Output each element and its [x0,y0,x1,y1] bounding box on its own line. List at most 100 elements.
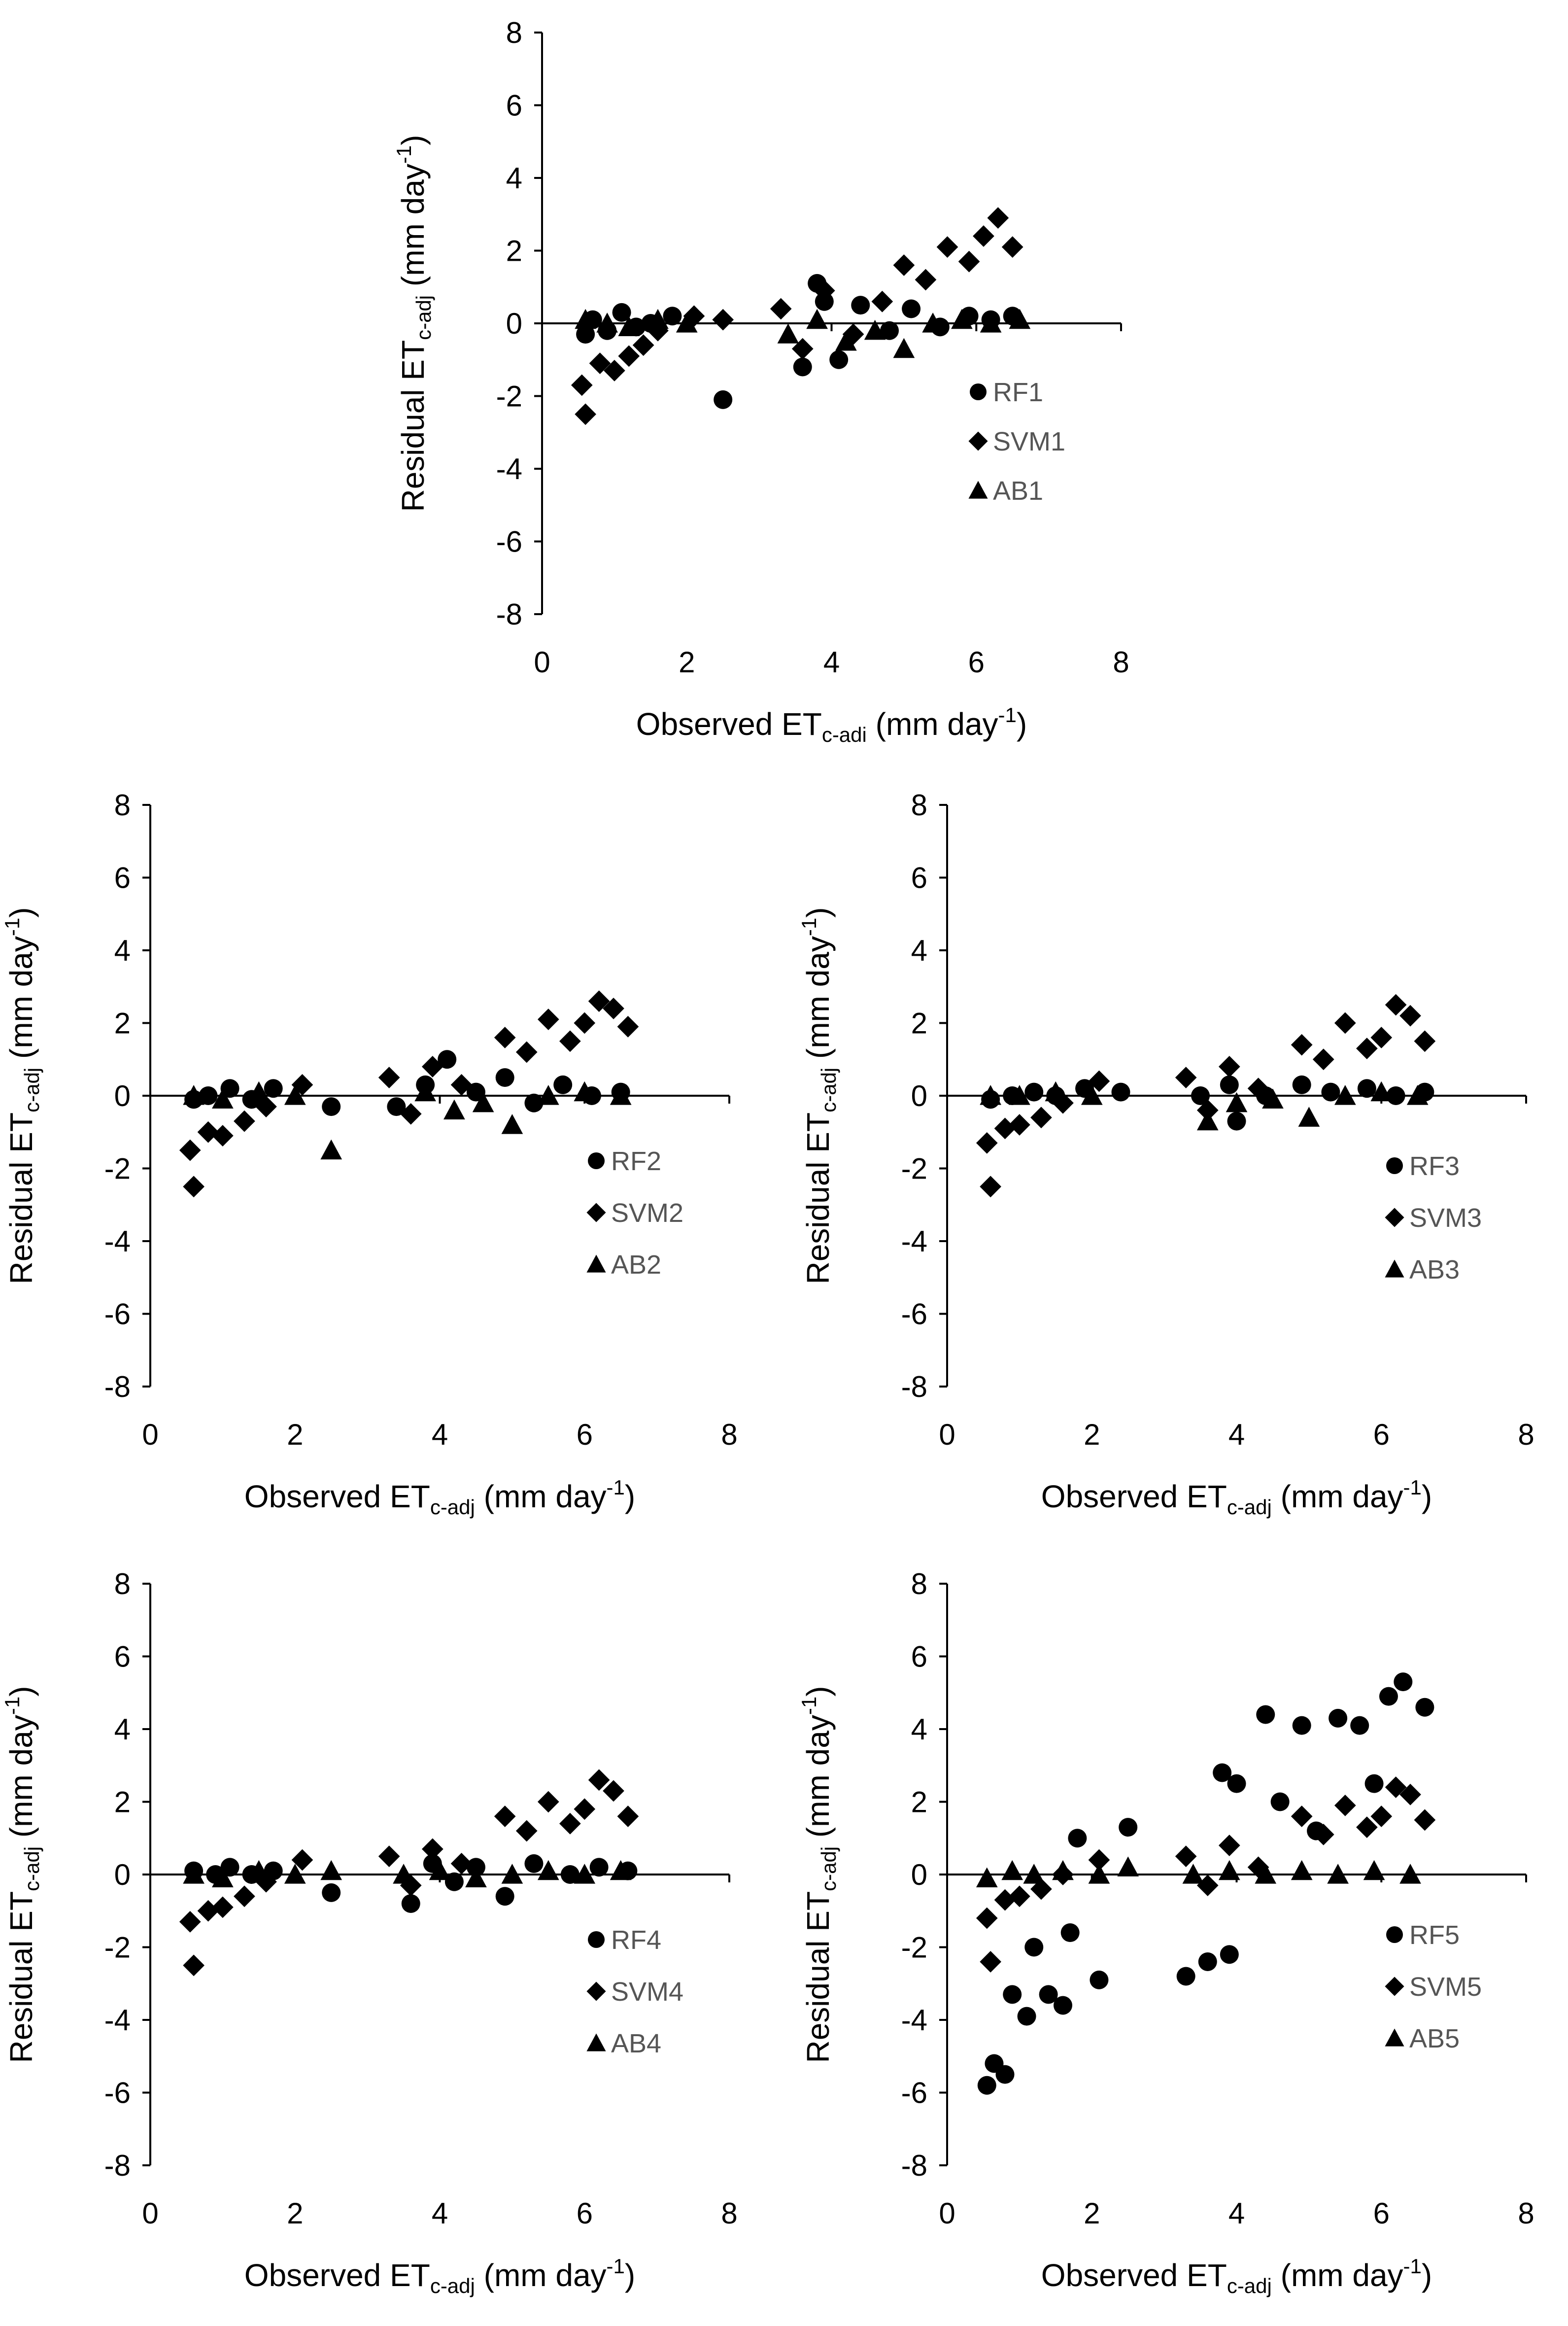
data-point-SVM1 [936,236,958,258]
y-tick-label: 8 [911,1567,927,1600]
data-point-AB2 [501,1114,523,1134]
data-point-RF3 [1227,1111,1246,1131]
data-point-SVM2 [494,1027,516,1048]
legend-marker-SVM3 [1385,1208,1404,1227]
data-point-AB1 [575,309,596,329]
data-point-SVM5 [994,1889,1016,1911]
x-tick-label: 4 [1228,1418,1245,1451]
y-tick-label: 6 [911,1640,927,1673]
data-point-SVM4 [537,1791,559,1813]
x-axis-title-superscript: -1 [607,2255,625,2278]
data-point-SVM4 [179,1911,201,1933]
data-point-SVM2 [234,1110,255,1132]
data-point-SVM3 [1247,1077,1269,1100]
y-axis-title: Residual ETc-adj (mm day-1) [0,907,43,1285]
y-tick-label: 8 [114,1567,131,1600]
data-point-AB2 [248,1081,270,1102]
data-point-SVM3 [1312,1048,1334,1071]
y-tick-label: -8 [104,1370,131,1403]
series-SVM3 [976,994,1436,1198]
data-point-RF2 [466,1082,485,1102]
data-point-RF2 [264,1079,283,1098]
data-point-SVM2 [183,1176,205,1198]
series-SVM5 [976,1776,1436,1973]
data-point-SVM4 [183,1954,205,1977]
data-point-AB4 [610,1860,632,1880]
x-axis-title-subscript: c-adj [1227,1495,1272,1519]
y-axis-title-unit: (mm day [800,936,836,1068]
data-point-AB2 [472,1092,494,1112]
data-point-SVM5 [1291,1805,1313,1827]
x-axis-title-unit: (mm day [1272,1479,1403,1514]
y-axis-title-subscript: c-adj [817,1846,840,1891]
x-tick-label: 8 [721,2197,737,2230]
data-point-SVM4 [588,1769,610,1791]
x-axis-title: Observed ETc-adj (mm day-1) [1041,2255,1432,2297]
legend-marker-RF1 [970,383,987,400]
data-point-SVM2 [515,1041,538,1063]
x-axis-title: Observed ETc-adj (mm day-1) [1041,1476,1432,1519]
x-tick-label: 4 [432,1418,448,1451]
data-point-SVM3 [1399,1005,1421,1027]
data-point-AB2 [212,1088,234,1109]
x-axis-title-main: Observed ET [1041,1479,1227,1514]
data-point-RF3 [1220,1075,1239,1094]
legend-label: AB3 [1409,1255,1460,1285]
data-point-RF2 [553,1075,573,1094]
data-point-SVM1 [791,338,814,360]
y-axis-title-main: Residual ET [800,1891,836,2063]
data-point-SVM3 [1196,1099,1219,1121]
series-AB1 [575,309,1031,358]
data-point-SVM1 [842,323,864,345]
legend-label: RF4 [611,1925,661,1955]
data-point-AB1 [676,312,698,333]
y-axis-title-close: ) [3,907,39,918]
y-tick-label: 4 [114,1713,131,1746]
data-point-SVM3 [994,1117,1016,1140]
data-point-RF5 [1054,1996,1072,2015]
data-point-RF4 [589,1858,609,1877]
legend-label: SVM3 [1409,1203,1482,1233]
data-point-SVM3 [980,1176,1001,1198]
data-point-AB3 [1045,1081,1067,1102]
legend-label: AB4 [611,2029,661,2058]
y-tick-label: 2 [114,1786,131,1819]
data-point-RF5 [1090,1970,1109,1989]
data-point-AB4 [393,1864,414,1884]
x-tick-label: 2 [1084,1418,1100,1451]
y-axis-title-main: Residual ET [800,1112,836,1285]
x-axis-title: Observed ETc-adj (mm day-1) [244,2255,635,2297]
legend-marker-SVM5 [1385,1977,1404,1996]
data-point-RF3 [1191,1086,1210,1105]
data-point-SVM1 [973,225,994,247]
x-tick-label: 2 [287,1418,303,1451]
data-point-SVM5 [1334,1795,1356,1816]
data-point-SVM1 [987,207,1009,229]
data-point-RF1 [851,296,870,315]
data-point-AB3 [1298,1107,1320,1127]
y-tick-label: -4 [104,1225,131,1258]
data-point-SVM5 [1356,1816,1378,1838]
x-tick-label: 8 [1113,646,1129,679]
x-axis-title-main: Observed ET [244,2257,430,2293]
x-axis-title-main: Observed ET [1041,2257,1227,2293]
y-axis-title-close: ) [800,1686,836,1697]
y-tick-label: -4 [901,2004,927,2037]
x-axis-title-subscript: c-adj [430,1495,475,1519]
data-point-RF2 [199,1086,218,1105]
y-axis-title-close: ) [395,135,431,145]
data-point-RF5 [1350,1716,1369,1735]
data-point-AB5 [1088,1864,1110,1884]
y-tick-label: 2 [114,1007,131,1040]
y-tick-label: 8 [114,789,131,822]
data-point-RF5 [995,2065,1015,2084]
data-point-AB3 [1370,1081,1393,1102]
y-tick-label: 2 [911,1786,927,1819]
y-axis-title-subscript: c-adj [20,1068,43,1112]
y-axis-title-superscript: -1 [0,1697,24,1715]
data-point-RF5 [977,2076,996,2095]
legend-marker-AB4 [586,2033,606,2051]
y-tick-label: -8 [104,2149,131,2182]
